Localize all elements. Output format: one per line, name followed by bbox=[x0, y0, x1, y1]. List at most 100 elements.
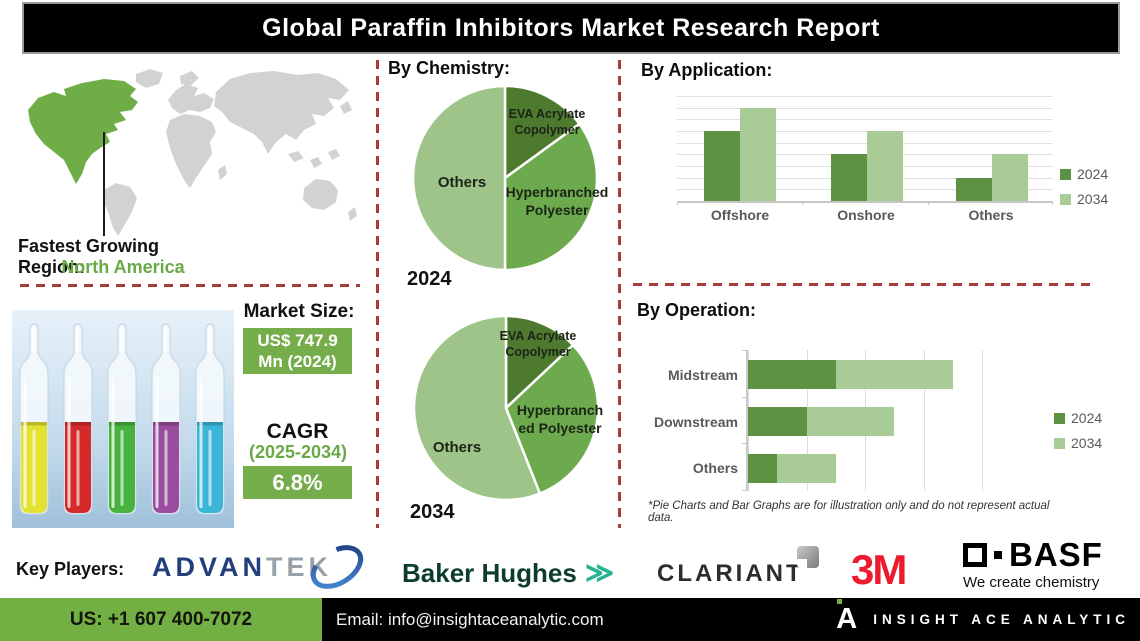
chemistry-2034-slice-eva-acrylate-copolymer bbox=[504, 314, 575, 410]
operation-gridline bbox=[982, 350, 983, 491]
legend-label-2024: 2024 bbox=[1071, 410, 1103, 426]
japan-shape bbox=[340, 101, 352, 114]
clariant-logo: CLARIANT bbox=[657, 560, 804, 587]
application-axis-tick bbox=[677, 201, 678, 205]
pie-2034-label-eva: EVA Acrylate Copolymer bbox=[477, 328, 599, 361]
application-axis-tick bbox=[802, 201, 804, 205]
bar-midstream-2024 bbox=[748, 360, 836, 389]
baker-hughes-text: Baker Hughes bbox=[402, 558, 577, 588]
bar-downstream-2024 bbox=[748, 407, 807, 436]
footer-phone: US: +1 607 400-7072 bbox=[69, 608, 253, 630]
cagr-value-box: 6.8% bbox=[243, 466, 352, 499]
advantek-text-navy: ADVAN bbox=[152, 552, 266, 582]
application-gridline bbox=[677, 131, 1053, 132]
basf-logo-row: BASF bbox=[963, 538, 1103, 571]
insight-ace-analytic-logo: A INSIGHT ACE ANALYTIC bbox=[836, 599, 1130, 634]
pie-2024-hyper-line1: Hyperbranched bbox=[505, 184, 609, 200]
cagr-period: (2025-2034) bbox=[248, 442, 348, 462]
legend-label-2034: 2034 bbox=[1071, 435, 1103, 451]
operation-gridline bbox=[923, 350, 925, 491]
greenland-shape bbox=[136, 69, 163, 88]
dashed-divider-left bbox=[20, 284, 360, 287]
world-map-image bbox=[28, 69, 357, 236]
bar-downstream-2034 bbox=[806, 407, 895, 436]
application-gridline bbox=[677, 107, 1053, 109]
operation-axis-tick bbox=[742, 350, 746, 351]
pie-2024-label-others: Others bbox=[410, 173, 514, 193]
application-legend-2034: 2034 bbox=[1060, 191, 1108, 207]
africa-shape bbox=[166, 114, 216, 188]
chemistry-pie-2034 bbox=[412, 314, 600, 502]
bar-others-2034 bbox=[777, 454, 836, 483]
footer-email: Email: info@insightaceanalytic.com bbox=[336, 609, 604, 629]
map-leader-line bbox=[103, 132, 105, 236]
legend-swatch-2024 bbox=[1060, 168, 1071, 180]
pie-2024-year-label: 2024 bbox=[407, 268, 452, 290]
pie-2034-eva-line1: EVA Acrylate bbox=[499, 329, 577, 343]
scandinavia-shape bbox=[180, 71, 199, 86]
pie-2034-label-others: Others bbox=[405, 438, 509, 458]
title-bar: Global Paraffin Inhibitors Market Resear… bbox=[22, 2, 1120, 54]
pie-2024-hyper-line2: Polyester bbox=[525, 202, 589, 219]
chemistry-2024-slice-others bbox=[411, 84, 507, 272]
pie-2034-hyper-line1: Hyperbranch bbox=[516, 402, 604, 418]
threem-logo: 3M bbox=[851, 546, 907, 593]
bar-offshore-2024 bbox=[704, 131, 740, 201]
basf-hollow-square-icon bbox=[963, 542, 987, 567]
brand-name: INSIGHT ACE ANALYTIC bbox=[873, 612, 1130, 627]
cagr-value: 6.8% bbox=[272, 469, 323, 495]
bar-offshore-2034 bbox=[740, 107, 776, 201]
legend-label-2034: 2034 bbox=[1077, 191, 1109, 207]
application-section-title: By Application: bbox=[641, 60, 773, 80]
clariant-mark-notch bbox=[797, 559, 807, 568]
application-gridline bbox=[677, 119, 1053, 121]
pie-2034-year-label: 2034 bbox=[410, 501, 455, 523]
pie-2034-hyper-line2: ed Polyester bbox=[518, 420, 602, 437]
clariant-mark-icon bbox=[797, 546, 819, 568]
brand-a-icon: A bbox=[836, 599, 857, 634]
chemistry-section-title: By Chemistry: bbox=[388, 58, 511, 78]
operation-axis-tick bbox=[742, 396, 746, 398]
australia-shape bbox=[303, 179, 338, 210]
operation-axis-tick bbox=[742, 490, 746, 491]
market-size-line2: Mn (2024) bbox=[258, 352, 337, 371]
application-axis-tick bbox=[927, 201, 929, 205]
operation-legend-2034: 2034 bbox=[1054, 435, 1102, 451]
brand-green-dot-icon bbox=[837, 599, 843, 604]
bar-midstream-2034 bbox=[835, 360, 953, 389]
advantek-swoosh-icon bbox=[310, 545, 364, 589]
north-america-shape bbox=[28, 79, 138, 184]
key-players-label: Key Players: bbox=[16, 559, 125, 579]
application-legend-2024: 2024 bbox=[1060, 166, 1108, 182]
india-shape bbox=[258, 122, 275, 149]
europe-shape bbox=[168, 84, 214, 114]
advantek-logo: ADVANTEK bbox=[152, 552, 332, 583]
operation-category-others: Others bbox=[692, 460, 738, 476]
ampoules-image bbox=[12, 310, 234, 528]
ampoule-2 bbox=[63, 323, 93, 515]
ampoule-5 bbox=[195, 323, 225, 515]
bar-onshore-2034 bbox=[867, 131, 903, 201]
pie-2024-eva-line2: Copolymer bbox=[514, 123, 580, 138]
new-zealand-shape bbox=[348, 207, 357, 221]
chart-disclaimer: *Pie Charts and Bar Graphs are for illus… bbox=[648, 500, 1050, 524]
island-3-shape bbox=[328, 149, 340, 160]
market-size-value-box: US$ 747.9 Mn (2024) bbox=[243, 328, 352, 374]
island-2-shape bbox=[310, 157, 322, 168]
chemistry-2024-slice-hyperbranched-polyester bbox=[503, 122, 599, 272]
dashed-divider-right bbox=[633, 283, 1095, 286]
chemistry-2034-slice-others bbox=[412, 314, 542, 502]
market-size-line1: US$ 747.9 bbox=[257, 330, 338, 350]
dashed-divider-vertical-2 bbox=[618, 60, 621, 528]
application-axis-tick bbox=[1052, 201, 1053, 205]
operation-legend-2024: 2024 bbox=[1054, 410, 1102, 426]
pie-2024-eva-line1: EVA Acrylate bbox=[508, 107, 586, 121]
region-label: Fastest Growing Region: bbox=[18, 236, 160, 277]
asia-shape bbox=[214, 71, 349, 154]
chemistry-2024-slice-eva-acrylate-copolymer bbox=[503, 84, 581, 180]
pie-2024-others-text: Others bbox=[437, 174, 487, 191]
application-category-others: Others bbox=[968, 207, 1014, 223]
ampoule-4 bbox=[151, 323, 181, 515]
dashed-divider-vertical-1 bbox=[376, 60, 379, 528]
